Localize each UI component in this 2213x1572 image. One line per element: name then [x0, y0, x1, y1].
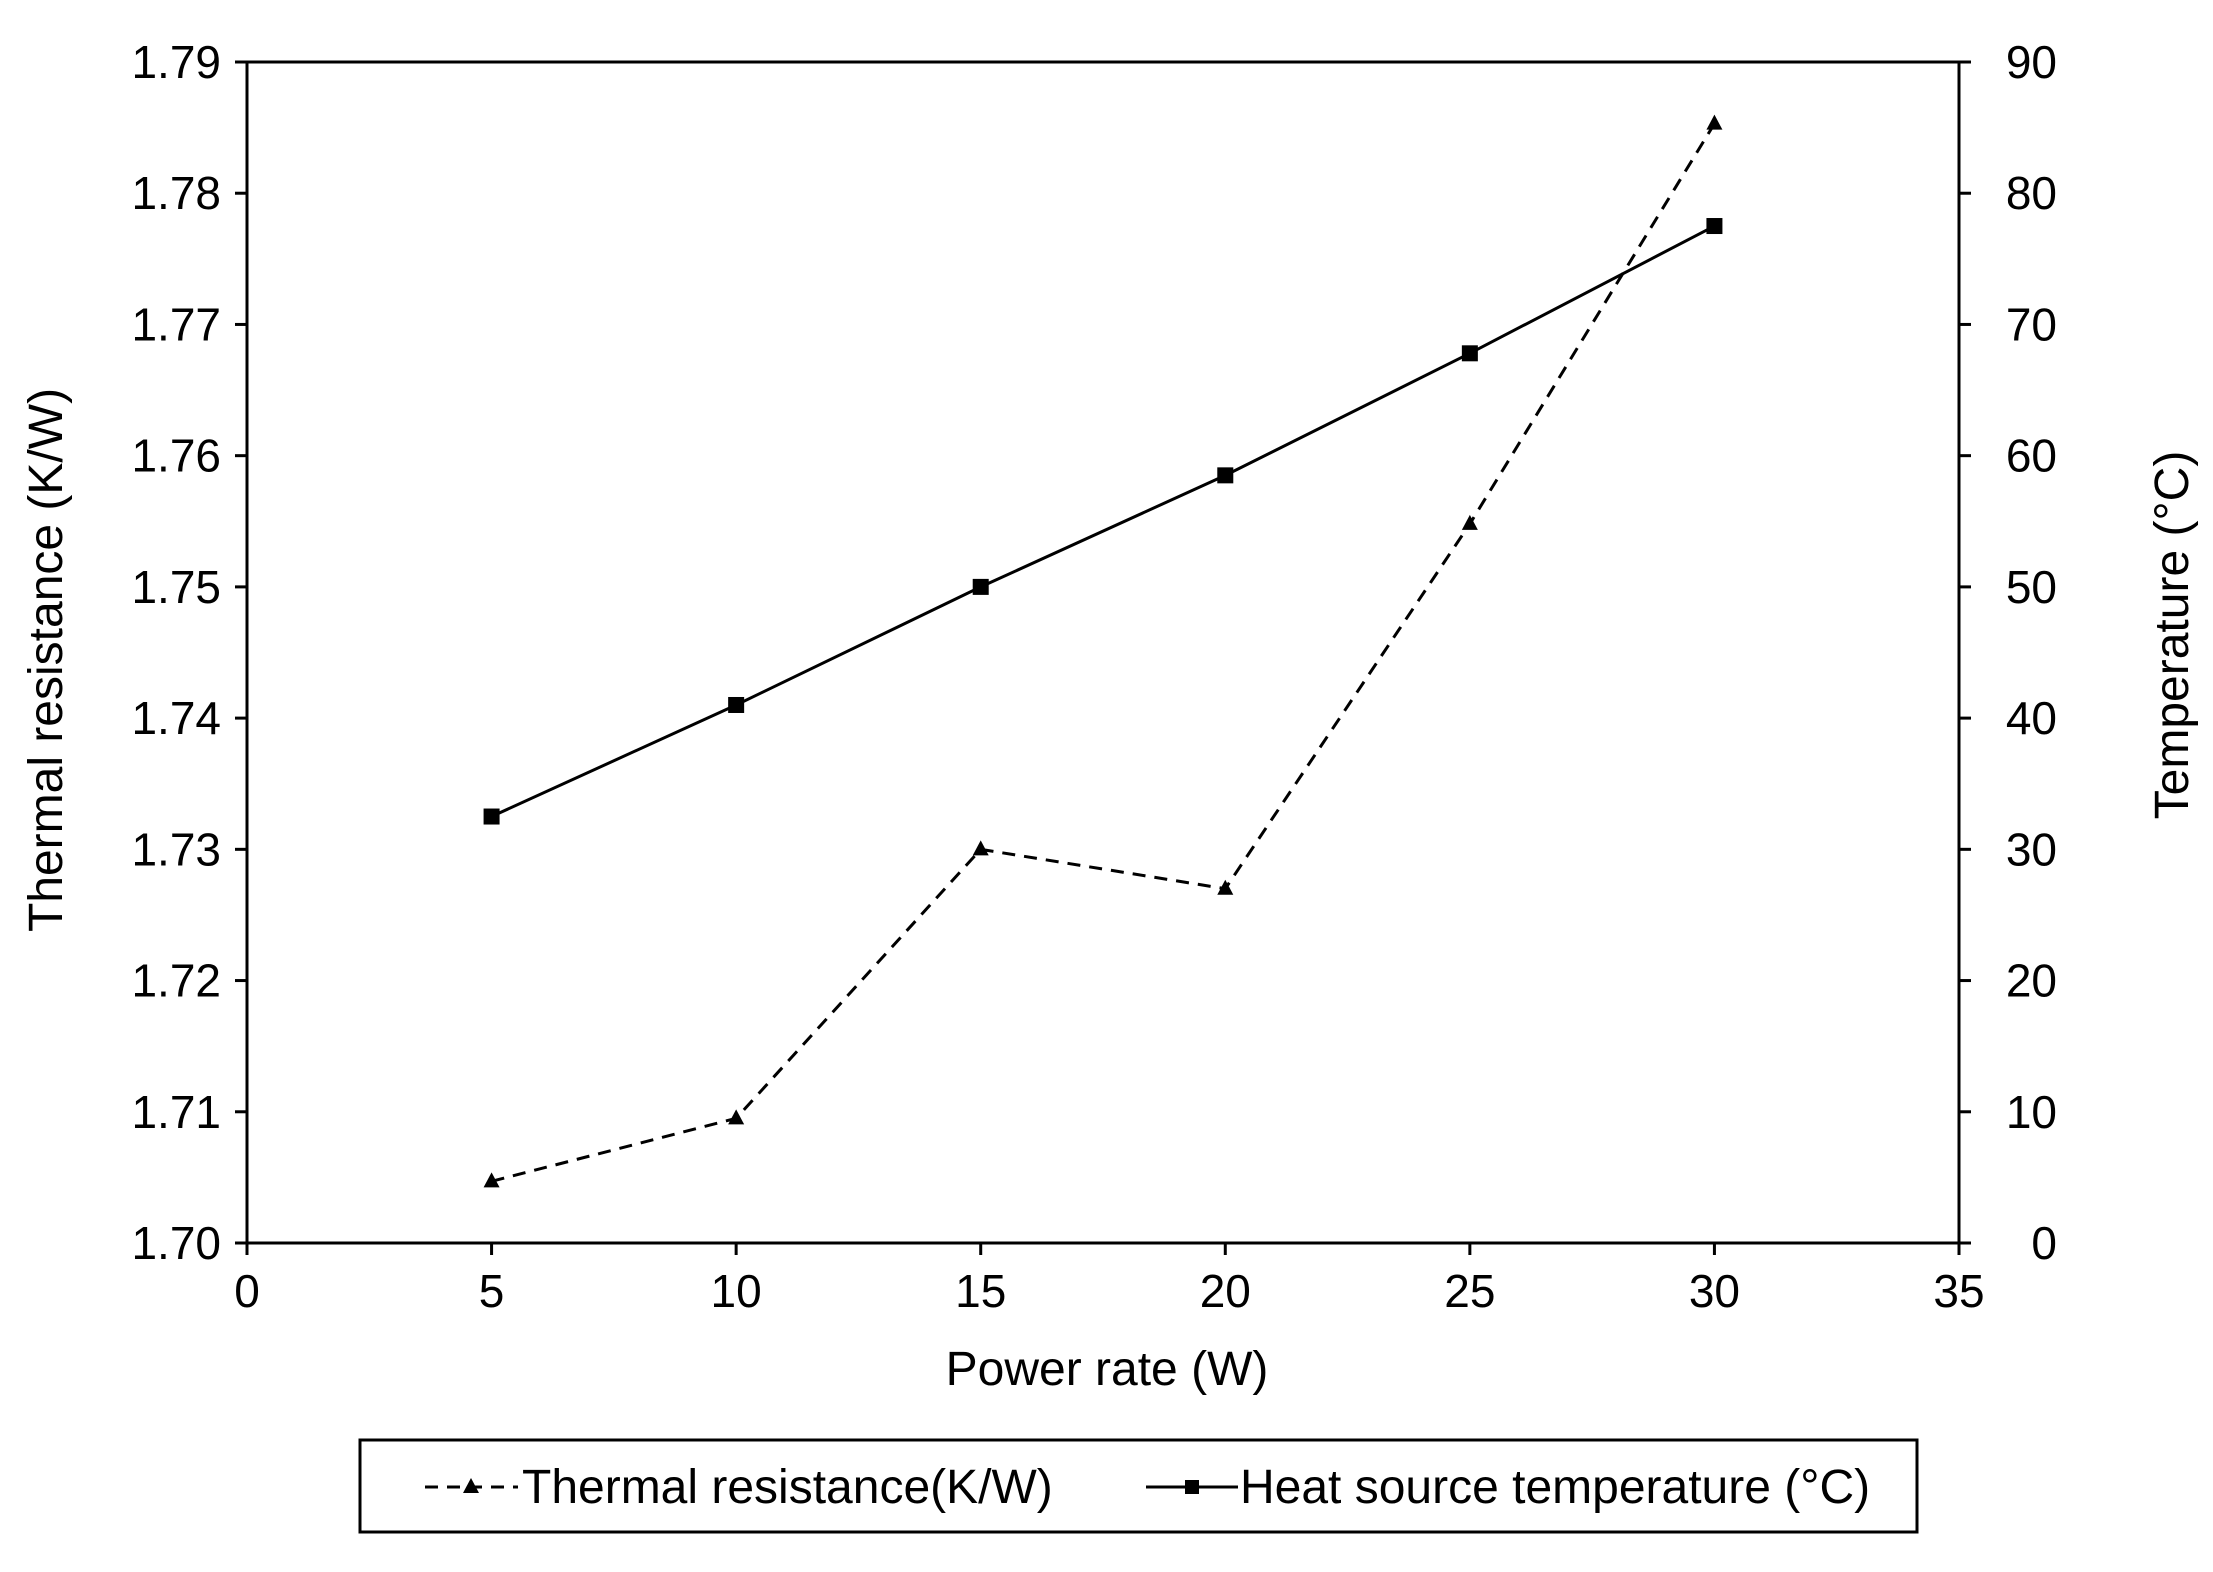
- y-axis-title: Thermal resistance (K/W): [20, 388, 73, 932]
- data-point-thermal-resistance: [1217, 879, 1234, 895]
- x-tick-label: 10: [711, 1265, 762, 1317]
- data-point-heat-source-temperature: [483, 808, 500, 825]
- data-point-heat-source-temperature: [1217, 467, 1234, 484]
- series-layer: [483, 114, 1723, 1188]
- y-tick-label: 1.75: [131, 561, 221, 613]
- legend-label-heat-source-temperature: Heat source temperature (°C): [1240, 1461, 1870, 1514]
- legend-marker-triangle: [463, 1478, 479, 1493]
- data-point-thermal-resistance: [972, 840, 989, 856]
- x-tick-label: 35: [1933, 1265, 1984, 1317]
- y-axis-ticks: 1.70 1.71 1.72 1.73 1.74 1.75 1.76 1.77 1.78 1.79: [131, 36, 247, 1269]
- plot-frame: [245, 60, 1961, 1245]
- y2-tick-label: 60: [2006, 430, 2057, 482]
- y2-tick-label: 80: [2006, 167, 2057, 219]
- y2-axis-ticks: 0 10 20 30 40 50 60 70 80 90: [1959, 36, 2057, 1269]
- legend-marker-square: [1185, 1480, 1199, 1494]
- y2-tick-label: 40: [2006, 692, 2057, 744]
- y-tick-label: 1.74: [131, 692, 221, 744]
- y2-tick-label: 50: [2006, 561, 2057, 613]
- y2-tick-label: 90: [2006, 36, 2057, 88]
- legend-label-thermal-resistance: Thermal resistance(K/W): [522, 1461, 1053, 1514]
- data-point-thermal-resistance: [1461, 514, 1478, 530]
- y2-axis-title: Temperature (°C): [2146, 451, 2199, 820]
- data-point-thermal-resistance: [483, 1172, 500, 1188]
- data-point-heat-source-temperature: [728, 696, 745, 713]
- x-tick-label: 5: [479, 1265, 505, 1317]
- x-axis-ticks: 0 5 10 15 20 25 30 35: [234, 1243, 1985, 1317]
- y-tick-label: 1.76: [131, 430, 221, 482]
- y-tick-label: 1.72: [131, 955, 221, 1007]
- data-point-heat-source-temperature: [972, 578, 989, 595]
- y-tick-label: 1.71: [131, 1086, 221, 1138]
- y-tick-label: 1.73: [131, 823, 221, 875]
- y-tick-label: 1.77: [131, 298, 221, 350]
- series-line-heat-source-temperature: [490, 224, 1716, 818]
- y2-tick-label: 20: [2006, 955, 2057, 1007]
- data-point-heat-source-temperature: [1461, 345, 1478, 362]
- y2-tick-label: 70: [2006, 298, 2057, 350]
- x-tick-label: 30: [1689, 1265, 1740, 1317]
- y-tick-label: 1.70: [131, 1217, 221, 1269]
- y-tick-label: 1.78: [131, 167, 221, 219]
- data-point-thermal-resistance: [1706, 114, 1723, 130]
- x-tick-label: 15: [955, 1265, 1006, 1317]
- y2-tick-label: 10: [2006, 1086, 2057, 1138]
- legend: Thermal resistance(K/W) Heat source temp…: [358, 1438, 1919, 1534]
- x-tick-label: 25: [1444, 1265, 1495, 1317]
- legend-box: [358, 1438, 1919, 1534]
- y-tick-label: 1.79: [131, 36, 221, 88]
- y2-tick-label: 0: [2031, 1217, 2057, 1269]
- plot-area: [245, 60, 1961, 1245]
- data-point-heat-source-temperature: [1706, 218, 1723, 235]
- series-line-thermal-resistance: [491, 122, 1716, 1183]
- y2-tick-label: 30: [2006, 823, 2057, 875]
- x-tick-label: 20: [1200, 1265, 1251, 1317]
- data-point-thermal-resistance: [728, 1109, 745, 1125]
- x-axis-title: Power rate (W): [946, 1343, 1269, 1396]
- x-tick-label: 0: [234, 1265, 260, 1317]
